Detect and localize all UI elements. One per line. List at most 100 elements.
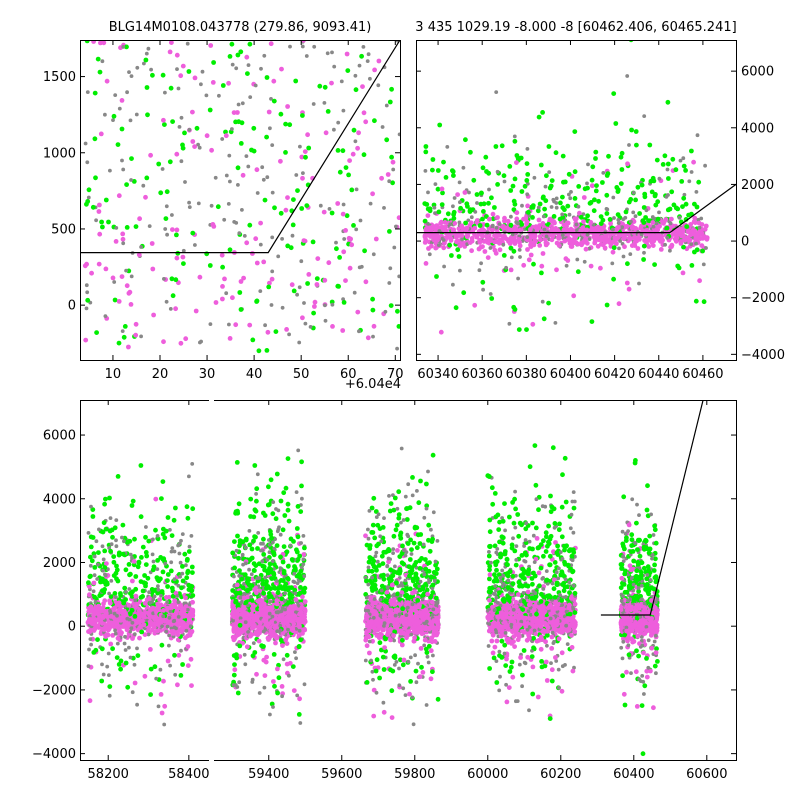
panel-3-data-point: [268, 569, 274, 575]
panel-2-data-point: [436, 225, 442, 231]
panel-1-data-point: [347, 265, 353, 271]
panel-1-data-point: [210, 222, 216, 227]
panel-2-data-point: [516, 221, 521, 226]
panel-3-data-point: [105, 664, 110, 669]
panel-2-data-point: [499, 143, 505, 149]
panel-1-data-point: [387, 179, 392, 184]
panel-3-data-point: [101, 568, 105, 573]
panel-2-data-point: [687, 179, 692, 184]
panel-2-data-point: [667, 206, 673, 212]
panel-3-data-point: [172, 577, 177, 582]
panel-3-data-point: [249, 594, 254, 599]
panel-3-data-point: [190, 613, 196, 619]
panel-3-data-point: [275, 690, 280, 696]
panel-1-data-point: [322, 277, 328, 283]
panel-3-data-point: [151, 564, 157, 570]
panel-3-data-point: [176, 615, 181, 619]
panel-1-data-point: [150, 266, 156, 272]
panel-3-data-point: [261, 536, 266, 542]
panel-1-data-point: [290, 222, 296, 228]
panel-2-data-point: [463, 137, 468, 143]
panel-3-data-point: [89, 558, 95, 564]
panel-1-data-point: [348, 236, 353, 242]
panel-2-data-point: [697, 236, 703, 242]
panel-1-data-point: [164, 189, 170, 195]
panel-2-data-point: [555, 235, 561, 241]
panel-3-data-point: [238, 595, 243, 600]
panel-2-data-point: [681, 163, 687, 169]
panel-3-data-point: [281, 490, 287, 496]
panel-3-data-point: [188, 630, 194, 636]
panel-3-data-point: [300, 496, 304, 501]
panel-3-data-point: [179, 585, 184, 591]
panel-3-data-point: [123, 648, 128, 652]
panel-2-data-point: [441, 159, 446, 165]
panel-2-data-point: [689, 148, 694, 154]
panel-1-data-point: [227, 336, 233, 341]
panel-1-data-point: [365, 335, 371, 341]
panel-3-data-point: [112, 611, 117, 616]
panel-3-data-point: [171, 612, 177, 618]
panel-3-data-point: [129, 626, 134, 631]
panel-1-data-point: [115, 142, 121, 148]
panel-1-data-point: [330, 302, 335, 307]
panel-2-data-point: [582, 259, 587, 264]
panel-1-data-point: [94, 218, 98, 223]
panel-1-data-point: [229, 41, 235, 47]
panel-2-data-point: [517, 243, 523, 249]
panel-3-data-point: [293, 650, 297, 654]
panel-1-x-tick-label: 70: [387, 367, 404, 382]
panel-1-data-point: [358, 218, 363, 223]
panel-3-data-point: [151, 559, 156, 564]
panel-2-data-point: [642, 194, 648, 200]
panel-1-data-point: [133, 321, 139, 327]
panel-1-data-point: [370, 191, 375, 197]
panel-1-data-point: [135, 65, 140, 70]
panel-1-data-point: [343, 228, 348, 233]
panel-1-data-point: [335, 201, 341, 206]
panel-2-data-point: [551, 214, 557, 219]
panel-3-data-point: [249, 583, 255, 588]
panel-3-data-point: [138, 595, 144, 600]
panel-1-data-point: [227, 247, 233, 253]
panel-1-data-point: [148, 152, 154, 158]
panel-3-data-point: [281, 578, 286, 584]
panel-1-data-point: [200, 69, 205, 74]
panel-2-y-tick-label: 0: [741, 235, 749, 250]
panel-3-data-point: [284, 661, 290, 667]
panel-2-data-point: [692, 215, 698, 221]
panel-1-data-point: [318, 203, 323, 208]
panel-1-data-point: [103, 197, 109, 203]
panel-2-data-point: [439, 186, 445, 192]
panel-3-data-point: [169, 585, 175, 591]
panel-2-y-tick-label: −2000: [741, 291, 785, 306]
panel-1-data-point: [268, 126, 272, 131]
panel-1-data-point: [370, 296, 375, 302]
panel-2-data-point: [486, 170, 492, 176]
panel-2-data-point: [663, 242, 667, 247]
panel-1-data-point: [150, 72, 155, 78]
panel-2-data-point: [427, 225, 433, 231]
panel-3-data-point: [232, 667, 238, 673]
panel-3-data-point: [272, 625, 278, 630]
panel-2-data-point: [490, 211, 496, 217]
panel-2-data-point: [524, 327, 529, 332]
panel-1-data-point: [129, 274, 134, 279]
panel-2-data-point: [508, 222, 514, 228]
panel-1-data-point: [390, 159, 396, 165]
panel-3-data-point: [87, 647, 91, 652]
panel-1-data-point: [299, 154, 305, 160]
panel-1-data-point: [396, 324, 400, 329]
panel-3-data-point: [160, 531, 166, 537]
panel-3-data-point: [299, 541, 303, 545]
panel-2-data-point: [680, 229, 686, 235]
panel-2-data-point: [528, 227, 533, 232]
panel-2-data-point: [479, 190, 484, 196]
panel-1-data-point: [224, 173, 229, 178]
panel-1-data-point: [354, 187, 359, 192]
panel-3-data-point: [93, 608, 99, 614]
panel-3-point-cluster: [229, 448, 308, 725]
panel-3-data-point: [189, 588, 195, 594]
panel-2-data-point: [687, 237, 693, 243]
panel-2-data-point: [611, 245, 617, 251]
